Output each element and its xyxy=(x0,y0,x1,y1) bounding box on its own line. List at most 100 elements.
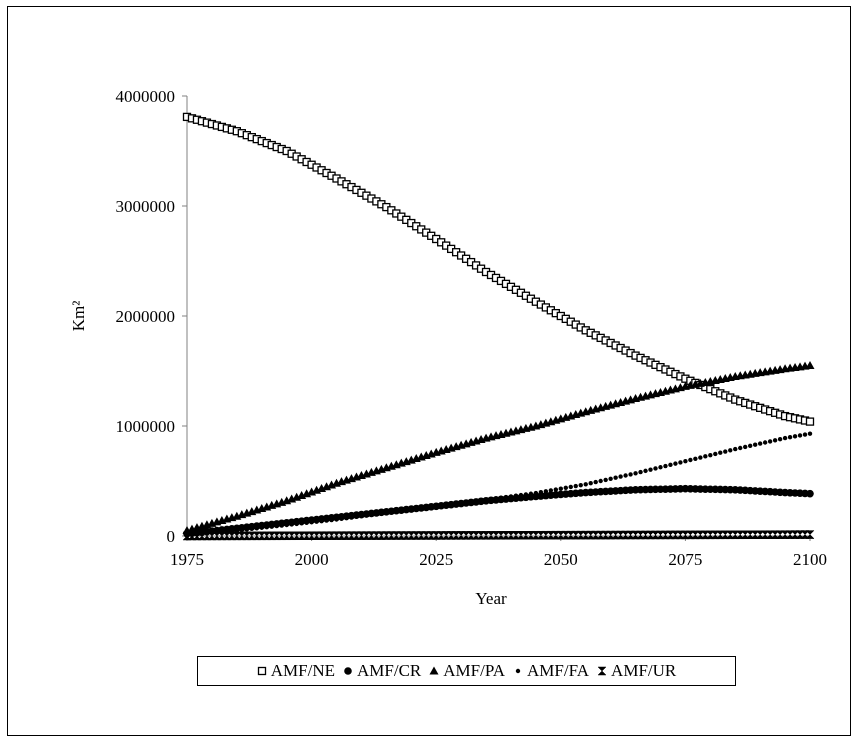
amf-fa-point xyxy=(309,520,314,525)
y-tick-label: 0 xyxy=(167,527,176,546)
y-tick-label: 1000000 xyxy=(116,417,176,436)
amf-fa-point xyxy=(538,490,544,495)
amf-fa-point xyxy=(369,512,374,518)
legend-marker-icon xyxy=(344,667,352,675)
amf-fa-point xyxy=(404,508,409,513)
amf-fa-point xyxy=(658,465,663,470)
amf-fa-point xyxy=(678,460,683,465)
legend-item: AMF/CR xyxy=(343,661,421,681)
amf-fa-point xyxy=(389,510,394,515)
amf-fa-point xyxy=(503,494,509,500)
amf-fa-point xyxy=(543,489,549,494)
amf-fa-point xyxy=(419,506,424,511)
amf-fa-point xyxy=(518,492,524,498)
amf-fa-point xyxy=(324,518,329,523)
amf-fa-point xyxy=(239,527,245,533)
amf-fa-point xyxy=(269,524,274,529)
amf-fa-point xyxy=(249,526,254,532)
legend-label: AMF/CR xyxy=(357,661,422,680)
amf-fa-point xyxy=(747,443,753,448)
series-layer xyxy=(182,112,815,541)
amf-fa-point xyxy=(289,522,294,527)
amf-fa-point xyxy=(414,506,419,512)
amf-fa-point xyxy=(613,475,618,480)
amf-fa-point xyxy=(723,449,728,454)
legend-marker-icon xyxy=(429,666,439,675)
x-tick-label: 2100 xyxy=(793,550,827,569)
x-tick-label: 2050 xyxy=(544,550,578,569)
amf-fa-point xyxy=(528,491,534,496)
amf-fa-point xyxy=(274,523,279,529)
amf-fa-point xyxy=(772,438,778,443)
legend-label: AMF/NE xyxy=(270,661,335,680)
x-axis-title: Year xyxy=(475,589,507,608)
amf-fa-point xyxy=(553,487,559,492)
amf-fa-point xyxy=(314,519,319,524)
amf-fa-point xyxy=(802,432,808,437)
amf-fa-point xyxy=(364,513,369,518)
amf-fa-point xyxy=(643,468,648,474)
amf-fa-point xyxy=(558,486,563,491)
amf-fa-point xyxy=(708,452,713,458)
amf-fa-point xyxy=(752,442,758,447)
amf-fa-point xyxy=(807,431,813,436)
amf-fa-point xyxy=(703,454,708,459)
amf-fa-point xyxy=(623,473,628,478)
amf-fa-point xyxy=(767,439,773,444)
legend-marker-icon xyxy=(515,668,521,674)
legend-marker-shape xyxy=(429,666,439,675)
amf-fa-point xyxy=(603,477,608,483)
amf-fa-point xyxy=(698,455,703,460)
legend-item: AMF/NE xyxy=(257,661,335,681)
amf-fa-point xyxy=(354,514,359,520)
x-tick-label: 1975 xyxy=(170,550,204,569)
amf-fa-point xyxy=(693,456,698,461)
amf-fa-point xyxy=(394,509,399,514)
amf-fa-point xyxy=(434,504,439,509)
amf-fa-point xyxy=(792,434,798,439)
amf-fa-point xyxy=(234,528,240,533)
series-amf-cr xyxy=(183,484,814,538)
chart-frame xyxy=(7,6,851,736)
amf-fa-point xyxy=(339,516,344,522)
amf-fa-point xyxy=(718,450,723,455)
legend: AMF/NE AMF/CR AMF/PA AMF/FA AMF/UR xyxy=(197,656,736,686)
amf-fa-point xyxy=(653,466,658,471)
x-axis-ticks: 1975 2000 2025 2050 2075 2100 xyxy=(170,536,827,569)
amf-cr-point xyxy=(806,489,814,498)
amf-fa-point xyxy=(568,484,573,490)
amf-fa-point xyxy=(683,459,688,464)
amf-fa-point xyxy=(453,501,459,506)
legend-marker-shape xyxy=(344,667,352,675)
amf-fa-point xyxy=(473,498,479,504)
amf-fa-point xyxy=(468,499,474,504)
amf-fa-point xyxy=(379,511,384,516)
legend-item: AMF/UR xyxy=(597,661,676,681)
amf-fa-point xyxy=(523,492,529,497)
amf-fa-point xyxy=(424,505,429,510)
amf-fa-point xyxy=(483,497,489,502)
amf-ne-point xyxy=(805,417,815,426)
amf-fa-point xyxy=(548,488,554,493)
legend-marker-icon xyxy=(257,666,266,676)
amf-fa-point xyxy=(299,521,304,526)
amf-fa-point xyxy=(787,435,793,440)
amf-fa-point xyxy=(334,517,339,522)
series-amf-fa xyxy=(184,431,813,538)
amf-fa-point xyxy=(638,469,643,475)
amf-fa-point xyxy=(728,448,733,453)
amf-fa-point xyxy=(448,502,454,507)
x-tick-label: 2025 xyxy=(419,550,453,569)
amf-fa-point xyxy=(598,478,603,484)
amf-fa-point xyxy=(254,526,259,531)
amf-fa-point xyxy=(578,482,583,488)
amf-fa-point xyxy=(508,494,514,499)
amf-fa-point xyxy=(493,496,499,501)
legend-label: AMF/UR xyxy=(611,661,677,680)
amf-fa-point xyxy=(782,435,788,441)
series-amf-ur xyxy=(182,530,815,541)
amf-fa-point xyxy=(563,485,568,491)
amf-fa-point xyxy=(279,523,284,528)
series-amf-pa xyxy=(182,361,815,534)
legend-marker-shape xyxy=(257,666,266,676)
